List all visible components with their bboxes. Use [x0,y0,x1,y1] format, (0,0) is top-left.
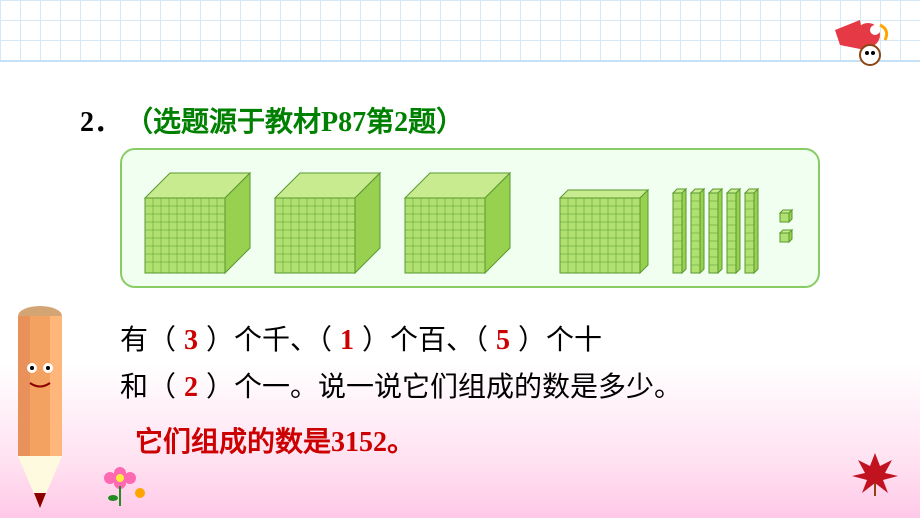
pencil-decoration [0,298,90,518]
thousand-cube-3 [405,173,510,273]
fill-blank-line2: 和（ 2 ）个一。说一说它们组成的数是多少。 [120,365,682,405]
answer-tens: 5 [488,325,518,357]
answer-ones: 2 [176,372,206,404]
thousand-cube-1 [145,173,250,273]
text-prefix2: 和（ [120,365,176,405]
thousand-cube-2 [275,173,380,273]
text-suffix2: ）个一。说一说它们组成的数是多少。 [206,365,682,405]
maple-leaf-decoration [850,448,900,503]
text-mid2: ）个百、（ [362,318,488,358]
text-prefix1: 有（ [120,318,176,358]
one-units [780,210,792,242]
answer-thousands: 3 [176,325,206,357]
final-answer: 它们组成的数是3152。 [135,420,415,460]
flower-decoration [95,458,155,513]
fill-blank-line1: 有（ 3 ）个千、（ 1 ）个百、（ 5 ）个十 [120,318,602,358]
ten-rods [673,189,758,273]
text-mid3: ）个十 [518,318,602,358]
grid-background [0,0,920,60]
megaphone-decoration [820,0,900,80]
blocks-illustration [120,148,820,288]
answer-hundreds: 1 [332,325,362,357]
divider-line [0,60,920,62]
question-number: 2． [80,100,122,140]
text-mid1: ）个千、（ [206,318,332,358]
hundred-flat [560,190,648,273]
question-source: （选题源于教材P87第2题） [125,100,464,140]
